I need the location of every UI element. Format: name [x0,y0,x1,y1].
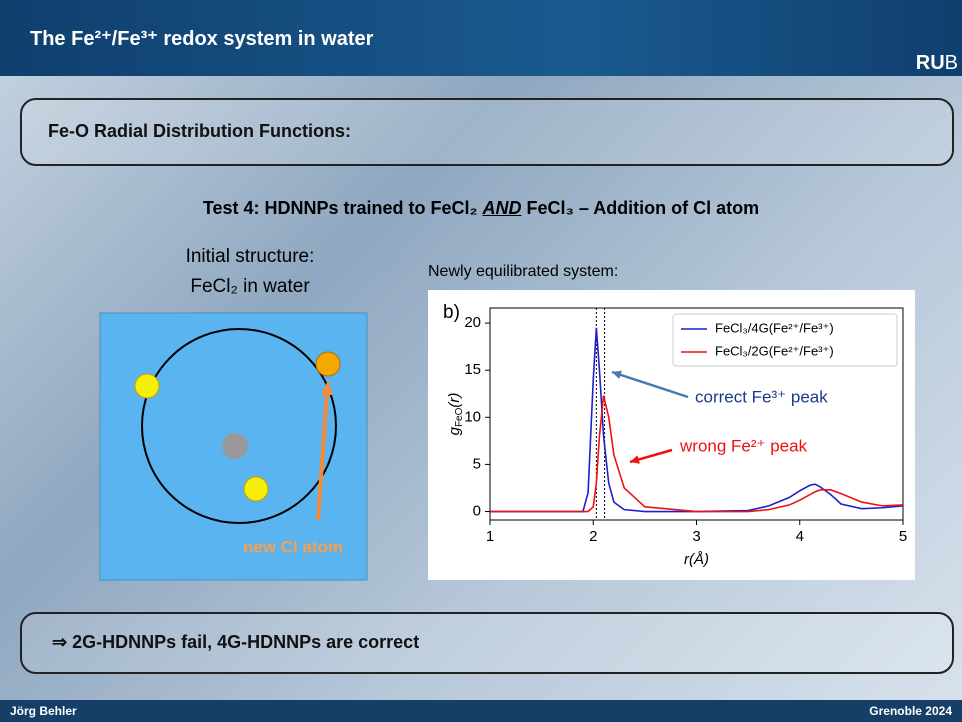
series-line [490,395,904,513]
arrowhead [321,380,333,395]
x-tick-label: 5 [899,528,907,545]
cl-atom [134,373,160,399]
left-caption: FeCl₂ in water [190,276,310,297]
x-tick-label: 4 [796,528,804,545]
y-label-rest: (r) [446,393,463,408]
conclusion: ⇒ 2G-HDNNPs fail, 4G-HDNNPs are correct [52,632,420,652]
logo: RUB [916,52,958,75]
panel-label: b) [443,302,460,323]
cutoff [141,328,337,524]
section-box: Fe-O Radial Distribution Functions: [20,98,954,166]
annotation-arrow [611,370,689,399]
test-title: Test 4: HDNNPs trained to FeCl₂ AND FeCl… [0,198,962,219]
y-tick-label: 5 [473,455,481,472]
legend-label: FeCl₃/2G(Fe²⁺/Fe³⁺) [715,343,834,358]
annotation: correct Fe³⁺ peak [695,387,828,406]
fe-atom [222,433,248,459]
y-tick-label: 15 [464,361,481,378]
new-cl-atom [315,351,341,377]
y-tick-label: 20 [464,314,481,331]
chart-caption: Newly equilibrated system: [428,263,618,280]
legend-box [672,313,898,367]
y-label-base: g [446,426,463,435]
conclusion-box: ⇒ 2G-HDNNPs fail, 4G-HDNNPs are correct [20,612,954,674]
x-tick-label: 3 [692,528,700,545]
slide-title: The Fe²⁺/Fe³⁺ redox system in water [30,28,374,50]
footer-right: Grenoble 2024 [869,704,952,718]
y-tick-label: 0 [473,502,481,519]
x-axis-label: r(Å) [684,551,709,568]
logo-bold: RU [915,52,945,74]
emphasis: AND [482,198,522,218]
logo-light: B [944,52,958,74]
y-axis-label: gFeO(r) [446,393,465,436]
cl-atom [243,476,269,502]
text: FeCl₃ – Addition of Cl atom [521,198,760,218]
footer-left: Jörg Behler [10,704,77,718]
header-bar [0,0,962,76]
x-tick-label: 2 [589,528,597,545]
x-tick-label: 1 [486,528,494,545]
legend-label: FeCl₃/4G(Fe²⁺/Fe³⁺) [715,320,834,335]
left-caption: Initial structure: [185,246,315,267]
arrow-label: new Cl atom [243,537,343,556]
y-tick-label: 10 [464,408,481,425]
annotation-arrowhead [630,455,640,464]
y-label-sub: FeO [454,407,465,427]
section-title: Fe-O Radial Distribution Functions: [48,121,351,141]
text: Test 4: HDNNPs trained to FeCl₂ [202,198,483,218]
arrow [316,391,329,521]
footer: Jörg Behler Grenoble 2024 [0,700,962,722]
annotation: wrong Fe²⁺ peak [679,436,808,455]
annotation-arrowhead [612,370,622,379]
